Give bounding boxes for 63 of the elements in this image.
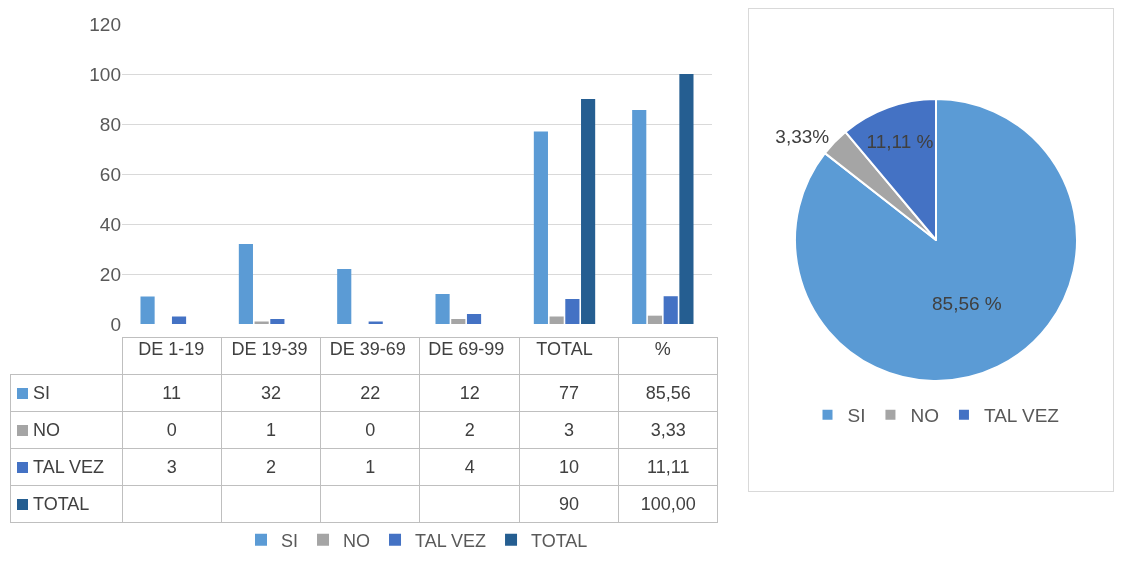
bar <box>466 314 482 324</box>
text: TOTAL <box>33 493 90 514</box>
x-tick-label: DE 39-69 <box>329 338 406 359</box>
bar <box>451 319 466 324</box>
y-tick-label: 0 <box>110 313 121 335</box>
bar <box>647 315 663 324</box>
bar <box>238 244 253 324</box>
data-label: 3 <box>519 411 619 449</box>
bar <box>435 294 450 324</box>
x-tick-label: DE 69-99 <box>428 338 505 359</box>
data-label: 11,11 <box>618 448 718 486</box>
bar <box>140 296 155 324</box>
data-label: 4 <box>419 448 520 486</box>
legend-label: TAL VEZ <box>983 405 1060 427</box>
data-label: 3,33 <box>618 411 718 449</box>
x-tick-label: % <box>654 338 671 359</box>
data-label: 1 <box>320 448 420 486</box>
data-label: 12 <box>419 374 520 412</box>
data-label: 100,00 <box>618 485 718 523</box>
y-tick-label: 120 <box>89 13 121 35</box>
bar <box>663 296 678 324</box>
data-label: 85,56 <box>618 374 718 412</box>
legend-label: SI <box>10 374 122 412</box>
data-label: 2 <box>221 448 321 486</box>
legend-label: TAL VEZ <box>10 448 122 486</box>
data-label: 90 <box>519 485 619 523</box>
y-tick-label: 80 <box>99 113 121 135</box>
bar <box>565 299 580 324</box>
data-label: 3,33% <box>775 126 830 148</box>
bar <box>549 316 564 324</box>
bar <box>270 319 285 324</box>
legend-label: NO <box>910 405 939 427</box>
data-label: 3 <box>122 448 222 486</box>
data-label: 0 <box>122 411 222 449</box>
y-tick-label: 100 <box>89 63 121 85</box>
bar <box>632 110 647 324</box>
data-label: 77 <box>519 374 619 412</box>
bar <box>533 131 548 324</box>
data-label: 0 <box>320 411 420 449</box>
data-label: 10 <box>519 448 619 486</box>
x-tick-label: DE 19-39 <box>231 338 308 359</box>
text: NO <box>33 419 60 440</box>
y-tick-label: 40 <box>99 213 121 235</box>
y-tick-label: 60 <box>99 163 121 185</box>
legend-label: NO <box>343 530 371 551</box>
bar <box>679 74 694 324</box>
text: SI <box>281 530 299 551</box>
legend-label: TOTAL <box>531 530 588 551</box>
data-label: 11 <box>122 374 222 412</box>
text: TAL VEZ <box>415 530 487 551</box>
x-tick-label: DE 1-19 <box>138 338 205 359</box>
data-label: 1 <box>221 411 321 449</box>
bar <box>171 316 187 324</box>
bar <box>337 269 352 324</box>
data-label: 2 <box>419 411 520 449</box>
x-tick-label: TOTAL <box>536 338 593 359</box>
legend-label: SI <box>847 405 866 427</box>
y-tick-label: 20 <box>99 263 121 285</box>
data-label: 32 <box>221 374 321 412</box>
data-label: 85,56 % <box>931 292 1002 314</box>
data-label: 22 <box>320 374 420 412</box>
data-label: 11,11 % <box>866 130 934 152</box>
bar <box>581 99 596 324</box>
